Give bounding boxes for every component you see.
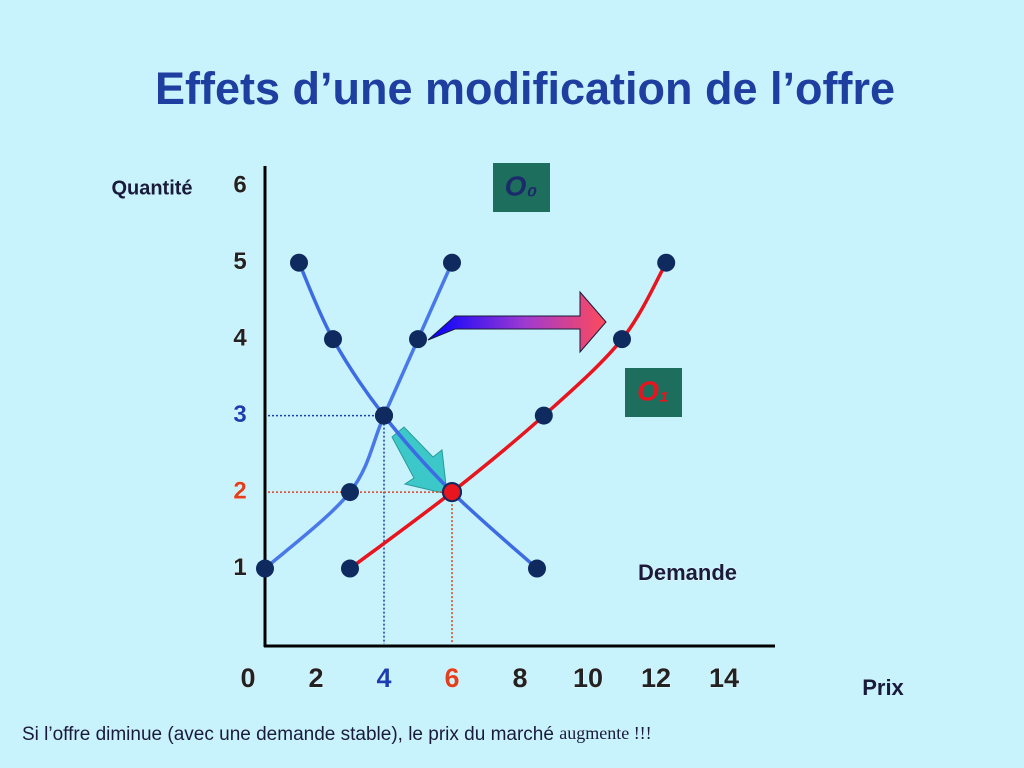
point (528, 559, 546, 578)
y-tick-label: 4 (233, 324, 247, 351)
legend-box (493, 163, 550, 212)
legend-label: Demande (638, 560, 737, 585)
y-tick-label: 5 (233, 248, 246, 275)
x-tick-label: 4 (376, 663, 391, 693)
chart-title: Effets d’une modification de l’offre (155, 63, 895, 114)
x-tick-label: 14 (709, 663, 739, 693)
y-tick-label: 6 (233, 172, 246, 199)
x-tick-label: 12 (641, 663, 671, 693)
point (341, 483, 359, 502)
y-tick-label: 2 (233, 477, 246, 504)
point (324, 330, 342, 349)
point (375, 406, 393, 425)
point (409, 330, 427, 349)
legend-label: O₀ (505, 170, 538, 201)
point (442, 482, 462, 503)
point (256, 559, 274, 578)
point (613, 330, 631, 349)
footnote-emphasis: augmente !!! (559, 723, 651, 743)
x-tick-label: 8 (512, 663, 527, 693)
x-tick-label: 0 (240, 663, 255, 693)
y-tick-label: 3 (233, 401, 246, 428)
point (443, 253, 461, 272)
point (341, 559, 359, 578)
legend-label: O₁ (637, 375, 669, 406)
x-tick-label: 10 (573, 663, 603, 693)
footnote-text: Si l’offre diminue (avec une demande sta… (22, 724, 554, 745)
x-axis-label: Prix (862, 675, 904, 700)
point (657, 253, 676, 272)
legend-box (625, 368, 682, 417)
x-tick-label: 2 (308, 663, 323, 693)
x-tick-label: 6 (444, 663, 459, 693)
y-axis-label: Quantité (111, 177, 192, 199)
y-tick-label: 1 (233, 554, 246, 581)
shift-arrow (427, 290, 607, 354)
footnote: Si l’offre diminue (avec une demande sta… (22, 723, 652, 745)
point (534, 406, 553, 425)
point (290, 253, 308, 272)
